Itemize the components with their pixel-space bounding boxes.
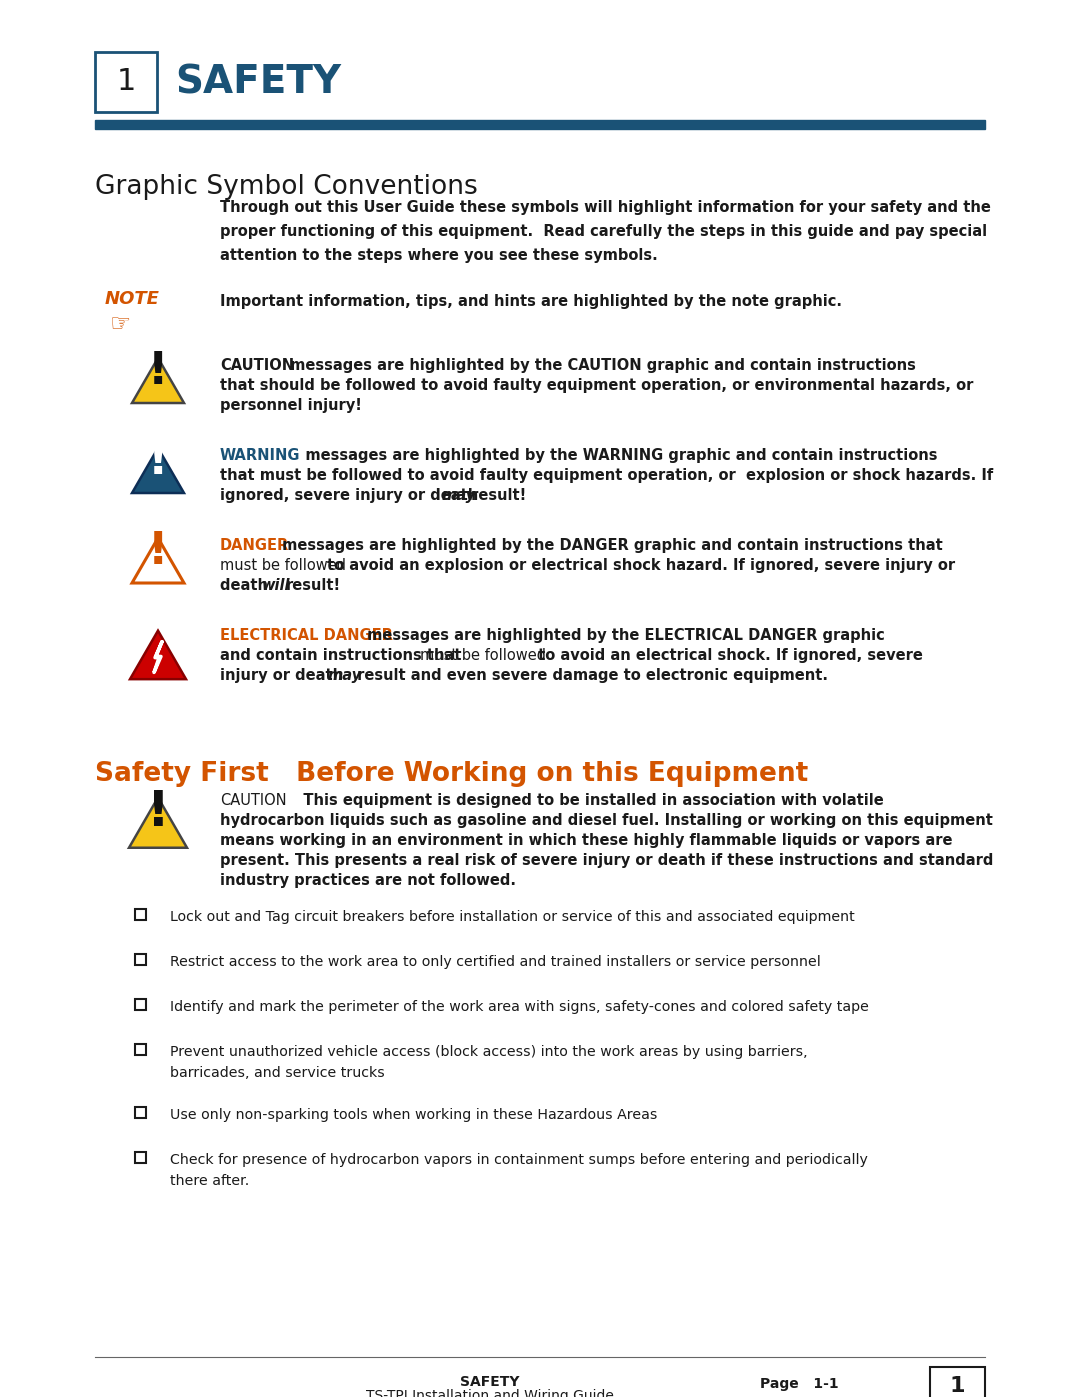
Text: injury or death: injury or death	[220, 668, 348, 683]
FancyBboxPatch shape	[135, 909, 146, 921]
Text: to avoid an electrical shock. If ignored, severe: to avoid an electrical shock. If ignored…	[534, 648, 923, 664]
Text: industry practices are not followed.: industry practices are not followed.	[220, 873, 516, 888]
FancyBboxPatch shape	[135, 1106, 146, 1118]
Text: messages are highlighted by the CAUTION graphic and contain instructions: messages are highlighted by the CAUTION …	[285, 358, 916, 373]
Polygon shape	[129, 798, 187, 848]
Text: Use only non-sparking tools when working in these Hazardous Areas: Use only non-sparking tools when working…	[170, 1108, 658, 1122]
Text: must be followed: must be followed	[220, 557, 351, 573]
Bar	[95, 120, 985, 129]
Text: Restrict access to the work area to only certified and trained installers or ser: Restrict access to the work area to only…	[170, 956, 821, 970]
Text: must be followed: must be followed	[420, 648, 546, 664]
Text: may: may	[328, 668, 362, 683]
Polygon shape	[130, 630, 186, 679]
FancyBboxPatch shape	[135, 1153, 146, 1162]
Text: to avoid an explosion or electrical shock hazard. If ignored, severe injury or: to avoid an explosion or electrical shoc…	[327, 557, 955, 573]
FancyBboxPatch shape	[135, 954, 146, 965]
Text: DANGER: DANGER	[220, 538, 289, 553]
Text: ignored, severe injury or death: ignored, severe injury or death	[220, 488, 484, 503]
Text: may: may	[442, 488, 476, 503]
Text: NOTE: NOTE	[105, 291, 160, 307]
Text: !: !	[147, 788, 170, 837]
Text: messages are highlighted by the ELECTRICAL DANGER graphic: messages are highlighted by the ELECTRIC…	[362, 629, 885, 643]
Text: ☞: ☞	[110, 312, 131, 337]
Text: Through out this User Guide these symbols will highlight information for your sa: Through out this User Guide these symbol…	[220, 200, 990, 263]
Text: messages are highlighted by the WARNING graphic and contain instructions: messages are highlighted by the WARNING …	[291, 448, 937, 462]
Text: Check for presence of hydrocarbon vapors in containment sumps before entering an: Check for presence of hydrocarbon vapors…	[170, 1153, 868, 1187]
Text: 1: 1	[117, 67, 136, 96]
Text: hydrocarbon liquids such as gasoline and diesel fuel. Installing or working on t: hydrocarbon liquids such as gasoline and…	[220, 813, 993, 828]
Text: SAFETY: SAFETY	[460, 1375, 519, 1389]
Text: TS-TPI Installation and Wiring Guide: TS-TPI Installation and Wiring Guide	[366, 1389, 613, 1397]
Text: This equipment is designed to be installed in association with volatile: This equipment is designed to be install…	[288, 793, 883, 807]
Text: that should be followed to avoid faulty equipment operation, or environmental ha: that should be followed to avoid faulty …	[220, 379, 973, 393]
Polygon shape	[132, 358, 184, 402]
Text: Graphic Symbol Conventions: Graphic Symbol Conventions	[95, 175, 477, 200]
Text: Important information, tips, and hints are highlighted by the note graphic.: Important information, tips, and hints a…	[220, 293, 842, 309]
Text: ELECTRICAL DANGER: ELECTRICAL DANGER	[220, 629, 393, 643]
FancyBboxPatch shape	[135, 1044, 146, 1055]
Text: death: death	[220, 578, 273, 592]
Text: personnel injury!: personnel injury!	[220, 398, 362, 414]
Text: result!: result!	[465, 488, 526, 503]
Text: and contain instructions that: and contain instructions that	[220, 648, 467, 664]
Text: messages are highlighted by the DANGER graphic and contain instructions that: messages are highlighted by the DANGER g…	[276, 538, 943, 553]
Text: result and even severe damage to electronic equipment.: result and even severe damage to electro…	[352, 668, 828, 683]
Text: SAFETY: SAFETY	[175, 63, 341, 101]
FancyBboxPatch shape	[95, 52, 157, 112]
Text: CAUTION: CAUTION	[220, 358, 294, 373]
FancyBboxPatch shape	[135, 999, 146, 1010]
Text: Page   1-1: Page 1-1	[760, 1377, 839, 1391]
Text: WARNING: WARNING	[220, 448, 300, 462]
Text: !: !	[148, 529, 168, 573]
Text: Prevent unauthorized vehicle access (block access) into the work areas by using : Prevent unauthorized vehicle access (blo…	[170, 1045, 808, 1080]
Text: that must be followed to avoid faulty equipment operation, or  explosion or shoc: that must be followed to avoid faulty eq…	[220, 468, 994, 483]
Text: CAUTION: CAUTION	[220, 793, 286, 807]
Polygon shape	[132, 448, 184, 493]
Text: result!: result!	[286, 578, 341, 592]
Text: Identify and mark the perimeter of the work area with signs, safety-cones and co: Identify and mark the perimeter of the w…	[170, 1000, 869, 1014]
FancyBboxPatch shape	[930, 1368, 985, 1397]
Text: 1: 1	[949, 1376, 964, 1396]
Polygon shape	[132, 538, 184, 583]
Text: Lock out and Tag circuit breakers before installation or service of this and ass: Lock out and Tag circuit breakers before…	[170, 909, 854, 923]
Text: !: !	[148, 349, 168, 393]
Text: present. This presents a real risk of severe injury or death if these instructio: present. This presents a real risk of se…	[220, 854, 994, 868]
Text: Safety First   Before Working on this Equipment: Safety First Before Working on this Equi…	[95, 761, 808, 787]
Text: means working in an environment in which these highly flammable liquids or vapor: means working in an environment in which…	[220, 833, 953, 848]
Text: !: !	[148, 440, 168, 482]
Text: will: will	[262, 578, 291, 592]
